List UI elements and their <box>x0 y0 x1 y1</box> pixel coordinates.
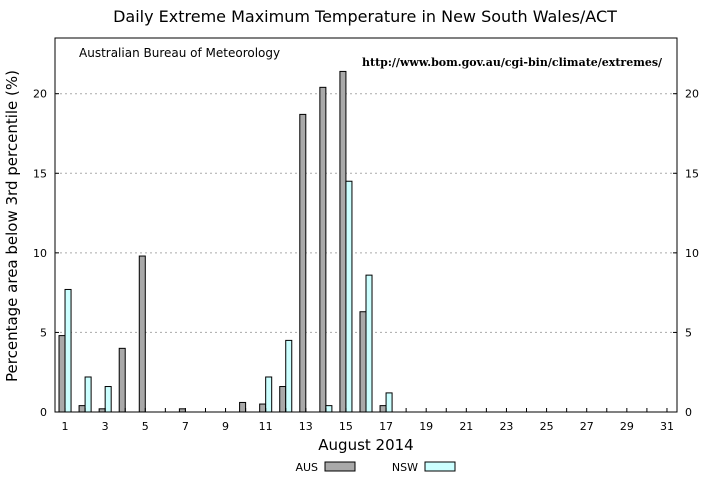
url-label: http://www.bom.gov.au/cgi-bin/climate/ex… <box>362 56 663 69</box>
x-tick-label: 1 <box>62 420 69 433</box>
legend-label-aus: AUS <box>295 461 318 474</box>
x-tick-label: 23 <box>499 420 513 433</box>
bar-aus-3 <box>98 408 106 413</box>
bar-aus-11 <box>259 403 267 413</box>
y-tick-label-right: 20 <box>685 88 699 101</box>
x-tick-label: 25 <box>540 420 554 433</box>
x-tick-label: 11 <box>259 420 273 433</box>
bar-aus-5 <box>138 255 146 413</box>
x-tick-label: 21 <box>459 420 473 433</box>
bar-aus-10 <box>239 401 247 413</box>
bar-aus-7 <box>178 408 186 413</box>
x-axis-label: August 2014 <box>318 436 413 454</box>
legend-swatch-nsw <box>424 461 456 472</box>
x-tick-label: 15 <box>339 420 353 433</box>
x-tick-label: 27 <box>580 420 594 433</box>
bar-nsw-1 <box>64 288 72 413</box>
x-tick-label: 9 <box>222 420 229 433</box>
x-tick-label: 3 <box>102 420 109 433</box>
bar-aus-17 <box>379 405 387 413</box>
x-tick-label: 29 <box>620 420 634 433</box>
bar-nsw-12 <box>285 339 293 413</box>
bar-aus-14 <box>319 86 327 413</box>
bar-aus-16 <box>359 311 367 413</box>
bar-nsw-16 <box>365 274 373 413</box>
y-tick-label-right: 5 <box>685 326 692 339</box>
y-tick-label: 5 <box>40 326 47 339</box>
y-tick-label: 10 <box>33 247 47 260</box>
x-tick-label: 19 <box>419 420 433 433</box>
bar-aus-13 <box>299 113 307 413</box>
bars <box>58 70 393 413</box>
y-axis: 0 0 5 5 10 10 15 15 20 20 <box>33 88 699 419</box>
x-tick-label: 7 <box>182 420 189 433</box>
bar-nsw-15 <box>345 180 353 413</box>
legend-swatch-aus <box>324 461 356 472</box>
bar-nsw-3 <box>104 386 112 413</box>
legend: AUS NSW <box>295 461 456 474</box>
bar-nsw-17 <box>385 392 393 413</box>
x-tick-label: 5 <box>142 420 149 433</box>
bar-aus-2 <box>78 405 86 413</box>
x-tick-label: 17 <box>379 420 393 433</box>
y-tick-label-right: 15 <box>685 167 699 180</box>
bar-aus-12 <box>279 386 287 413</box>
bar-nsw-11 <box>265 376 273 413</box>
legend-label-nsw: NSW <box>392 461 418 474</box>
y-tick-label: 20 <box>33 88 47 101</box>
bar-aus-15 <box>339 70 347 413</box>
y-tick-label-right: 0 <box>685 406 692 419</box>
x-axis: 1 3 5 7 9 11 13 15 17 19 21 23 25 27 29 31 <box>62 408 674 433</box>
x-tick-label: 31 <box>660 420 674 433</box>
x-tick-label: 13 <box>299 420 313 433</box>
y-axis-label: Percentage area below 3rd percentile (%) <box>3 70 21 382</box>
bar-nsw-14 <box>325 405 333 413</box>
y-tick-label-right: 10 <box>685 247 699 260</box>
y-tick-label: 0 <box>40 406 47 419</box>
y-tick-label: 15 <box>33 167 47 180</box>
source-label: Australian Bureau of Meteorology <box>79 46 280 60</box>
chart-title: Daily Extreme Maximum Temperature in New… <box>113 7 617 26</box>
bar-aus-1 <box>58 335 66 413</box>
bar-nsw-2 <box>84 376 92 413</box>
bar-aus-4 <box>118 347 126 413</box>
